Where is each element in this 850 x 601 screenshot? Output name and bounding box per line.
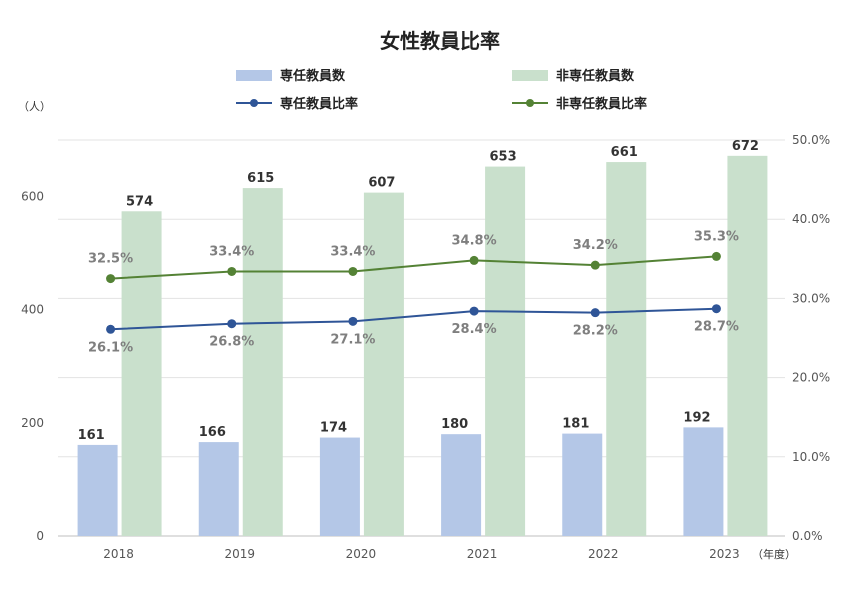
line-full-time-ratio [110,307,717,331]
x-unit: （年度） [752,547,796,561]
line-value-label: 26.1% [88,340,133,355]
line-point [227,319,237,329]
bar-full-time-count [198,442,239,536]
line-point [711,251,721,261]
line-point [711,304,721,314]
bar-value-label: 615 [247,171,274,186]
line-point [348,316,358,326]
line-point [469,306,479,316]
line-value-label: 26.8% [209,335,254,350]
line-value-label: 34.8% [452,233,497,248]
line-value-label: 28.2% [573,324,618,339]
x-tick-label: 2018 [103,547,134,561]
y-right-tick-label: 20.0% [792,371,830,385]
y-right-tick-label: 0.0% [792,529,823,543]
bar-full-time-count [683,427,724,536]
bar-full-time-count [319,437,360,536]
bar-value-label: 672 [732,139,759,154]
bar-value-label: 166 [199,425,226,440]
legend-label-full-time-count: 専任教員数 [280,68,346,84]
bar-full-time-count [441,434,482,536]
line-value-label: 27.1% [330,332,375,347]
bar-value-label: 174 [320,421,347,436]
line-value-label: 32.5% [88,252,133,267]
bar-part-time-count [363,192,404,536]
bar-part-time-count [606,162,647,536]
x-tick-label: 2021 [467,547,498,561]
y-left-unit: （人） [18,100,51,113]
line-value-label: 28.7% [694,320,739,335]
bar-full-time-count [562,433,603,536]
bar-value-label: 192 [683,410,710,425]
bar-value-label: 574 [126,194,153,209]
gridlines [58,139,785,537]
data-labels: 161 574 166 615 174 607 180 653 181 661 192 672 26.1… [78,139,759,443]
legend-marker-part-time-ratio [526,99,534,107]
line-part-time-ratio [110,255,717,280]
y-left-tick-label: 600 [21,190,44,204]
legend-label-full-time-ratio: 専任教員比率 [280,96,358,112]
y-right-tick-label: 30.0% [792,291,830,305]
line-value-label: 33.4% [209,244,254,259]
line-point [469,255,479,265]
bar-value-label: 653 [490,150,517,165]
bar-value-label: 607 [368,176,395,191]
legend-marker-full-time-ratio [250,99,258,107]
y-left-tick-label: 400 [21,303,44,317]
y-right-tick-label: 40.0% [792,212,830,226]
line-value-label: 35.3% [694,229,739,244]
lines [106,251,721,334]
line-value-label: 28.4% [452,322,497,337]
line-point [590,260,600,270]
chart-title: 女性教員比率 [380,29,500,53]
line-value-label: 33.4% [330,244,375,259]
bar-value-label: 181 [562,417,589,432]
legend: 専任教員数 非専任教員数 専任教員比率 非専任教員比率 [236,68,647,112]
x-tick-label: 2022 [588,547,619,561]
bar-part-time-count [485,166,526,537]
axes: 0.0% 10.0% 20.0% 30.0% 40.0% 50.0% 0 200 400 600 2… [21,133,830,561]
y-right-tick-label: 50.0% [792,133,830,147]
bar-part-time-count [121,211,162,536]
line-point [106,274,116,284]
line-point [590,308,600,318]
line-point [348,266,358,276]
legend-swatch-part-time-count [512,70,548,81]
legend-label-part-time-count: 非専任教員数 [556,68,635,84]
x-tick-label: 2020 [346,547,377,561]
bar-value-label: 161 [78,428,105,443]
x-tick-label: 2023 [709,547,740,561]
x-tick-label: 2019 [224,547,255,561]
bar-full-time-count [77,444,118,536]
bar-value-label: 180 [441,417,468,432]
bars [77,155,768,537]
line-point [106,324,116,334]
bar-part-time-count [727,155,768,536]
y-left-tick-label: 0 [36,529,44,543]
bar-value-label: 661 [611,145,638,160]
legend-label-part-time-ratio: 非専任教員比率 [556,96,647,112]
y-right-tick-label: 10.0% [792,450,830,464]
line-value-label: 34.2% [573,238,618,253]
legend-swatch-full-time-count [236,70,272,81]
line-point [227,266,237,276]
bar-part-time-count [242,188,283,537]
y-left-tick-label: 200 [21,416,44,430]
